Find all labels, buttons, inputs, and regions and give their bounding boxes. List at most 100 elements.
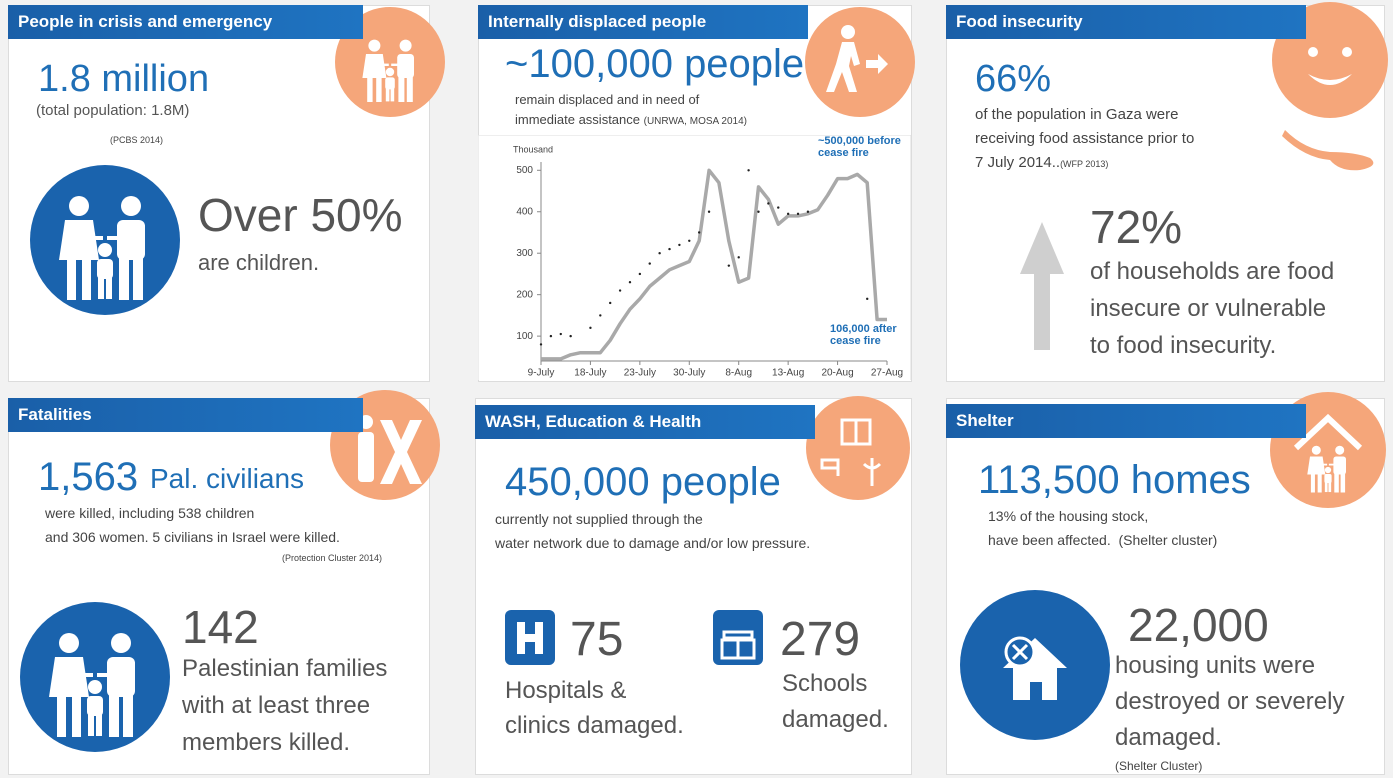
hospital-glyph <box>517 622 543 654</box>
x-tick-label: 27-Aug <box>871 368 903 379</box>
stat: Over 50% <box>198 189 403 241</box>
text: 7 July 2014.. <box>975 154 1061 171</box>
item-value: 75 <box>570 613 624 666</box>
stat-line: with at least three <box>182 692 371 719</box>
data-point <box>707 210 711 213</box>
headline-unit: Pal. civilians <box>150 463 305 494</box>
text-line: 13% of the housing stock, <box>988 508 1149 524</box>
data-point <box>678 243 681 247</box>
x-tick-label: 13-Aug <box>772 368 804 379</box>
stat-line: to food insecurity. <box>1090 332 1277 359</box>
panel-title: Food insecurity <box>946 5 1306 39</box>
item-line: Hospitals & <box>505 677 627 704</box>
annotation: ~500,000 before cease fire <box>818 135 901 159</box>
stat-text: are children. <box>198 250 320 275</box>
data-point <box>688 239 691 242</box>
data-point <box>737 256 740 259</box>
text-line: and 306 women. 5 civilians in Israel wer… <box>45 529 340 545</box>
stat-line: destroyed or severely <box>1115 688 1345 715</box>
x-tick-label: 9-July <box>528 368 555 379</box>
arrow <box>1020 222 1064 350</box>
y-tick-label: 300 <box>516 248 533 259</box>
headline: 66% <box>975 58 1052 100</box>
panel-title: WASH, Education & Health <box>475 405 815 439</box>
data-point <box>806 210 810 213</box>
text-line: 7 July 2014..(WFP 2013) <box>975 154 1108 171</box>
house-icon <box>1003 636 1067 700</box>
school-glyph <box>720 630 756 660</box>
data-line <box>541 168 887 361</box>
data-point <box>599 314 602 317</box>
x-tick-label: 8-Aug <box>725 368 752 379</box>
data-point <box>589 326 592 330</box>
data-point <box>786 212 790 216</box>
source: (PCBS 2014) <box>110 135 164 145</box>
panel-title: Fatalities <box>8 398 363 432</box>
item-value: 279 <box>780 613 861 666</box>
panel-title: People in crisis and emergency <box>8 5 363 39</box>
spoon-icon <box>1282 130 1374 171</box>
shelter-icon <box>1293 413 1363 493</box>
stat-line: damaged. <box>1115 724 1222 751</box>
y-tick-label: 100 <box>516 331 533 342</box>
data-point <box>777 206 780 209</box>
walking-icon <box>826 25 888 92</box>
chart: Thousand 100 200 300 400 500 9-July 18-July 23-… <box>478 135 912 380</box>
data-point <box>628 281 632 284</box>
data-point <box>648 262 651 265</box>
icon-circle <box>30 165 180 315</box>
source: (Protection Cluster 2014) <box>282 553 383 563</box>
data-point <box>618 289 622 292</box>
stat-line: members killed. <box>182 729 351 756</box>
source: (Shelter Cluster) <box>1115 759 1203 773</box>
y-tick-label: 400 <box>516 206 533 217</box>
source: (WFP 2013) <box>1060 159 1109 169</box>
item-line: clinics damaged. <box>505 712 684 739</box>
icon-circle <box>805 7 915 117</box>
text-line: immediate assistance (UNRWA, MOSA 2014) <box>515 112 747 127</box>
stat: 142 <box>182 601 259 653</box>
data-point <box>796 212 800 216</box>
wash-icon <box>820 418 882 486</box>
data-point <box>866 297 869 301</box>
data-point <box>539 343 543 346</box>
x-tick-label: 30-July <box>673 368 705 379</box>
data-point <box>569 334 572 338</box>
data-point <box>658 252 661 255</box>
data-point <box>609 301 612 305</box>
data-point <box>668 247 671 251</box>
x-tick-label: 23-July <box>624 368 656 379</box>
headline: 1.8 million <box>38 58 210 100</box>
text: immediate assistance <box>515 112 640 127</box>
stat-line: housing units were <box>1115 652 1316 679</box>
x-tick-label: 18-July <box>574 368 606 379</box>
headline: 450,000 people <box>505 460 781 504</box>
icon-circle <box>20 602 170 752</box>
stat: 72% <box>1090 201 1183 253</box>
annotation: 106,000 after cease fire <box>830 323 897 347</box>
icon-circle <box>806 396 910 500</box>
data-point <box>549 334 553 338</box>
note: (total population: 1.8M) <box>36 102 190 119</box>
text-line: water network due to damage and/or low p… <box>495 535 811 551</box>
y-tick-label: 500 <box>516 165 533 176</box>
headline: 1,563 <box>38 455 139 499</box>
stat: 22,000 <box>1128 599 1269 651</box>
data-point <box>727 264 731 267</box>
text-line: of the population in Gaza were <box>975 106 1179 123</box>
text-line: were killed, including 538 children <box>45 505 255 521</box>
data-point <box>559 332 562 336</box>
face-icon <box>1308 47 1352 85</box>
item-line: Schools <box>782 670 868 697</box>
chart-frame <box>478 135 912 380</box>
data-point <box>638 272 642 276</box>
data-point <box>757 210 760 213</box>
headline: 113,500 homes <box>978 458 1251 502</box>
stat-line: Palestinian families <box>182 655 388 682</box>
data-point <box>747 169 750 172</box>
source: (UNRWA, MOSA 2014) <box>643 116 747 127</box>
text-line: remain displaced and in need of <box>515 92 700 107</box>
stat-line: insecure or vulnerable <box>1090 295 1327 322</box>
